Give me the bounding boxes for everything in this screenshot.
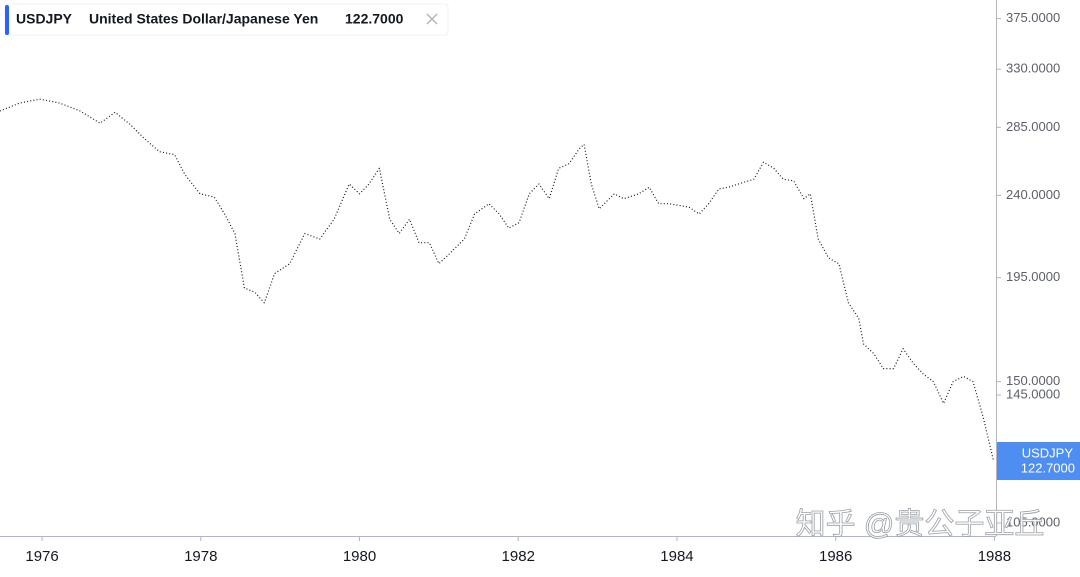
- price-tag-symbol: USDJPY: [1022, 445, 1074, 460]
- y-tick-label: 375.0000: [1006, 10, 1060, 25]
- watermark: 知乎 @贵公子亚丘: [796, 508, 1045, 541]
- last-price: 122.7000: [345, 11, 404, 27]
- price-tag: USDJPY 122.7000: [997, 442, 1080, 480]
- y-tick-label: 105.0000: [1006, 514, 1060, 529]
- y-tick-label: 150.0000: [1006, 373, 1060, 388]
- x-tick-label: 1982: [502, 548, 535, 565]
- symbol-description: United States Dollar/Japanese Yen: [89, 11, 318, 27]
- y-tick-label: 330.0000: [1006, 61, 1060, 76]
- symbol: USDJPY: [16, 11, 73, 27]
- y-tick-label: 240.0000: [1006, 187, 1060, 202]
- y-tick-label: 145.0000: [1006, 387, 1060, 402]
- header-accent: [5, 5, 9, 35]
- price-tag-box: [997, 442, 1080, 480]
- price-line: [0, 98, 995, 462]
- price-tag-value: 122.7000: [1021, 460, 1075, 475]
- legend-header: USDJPY United States Dollar/Japanese Yen…: [4, 3, 449, 36]
- y-tick-label: 195.0000: [1006, 269, 1060, 284]
- x-tick-label: 1986: [819, 548, 852, 565]
- x-tick-label: 1988: [978, 548, 1011, 565]
- x-tick-label: 1980: [343, 548, 376, 565]
- x-tick-label: 1976: [25, 548, 58, 565]
- y-tick-label: 285.0000: [1006, 119, 1060, 134]
- x-tick-label: 1978: [184, 548, 217, 565]
- close-icon[interactable]: [426, 13, 438, 25]
- x-tick-label: 1984: [660, 548, 693, 565]
